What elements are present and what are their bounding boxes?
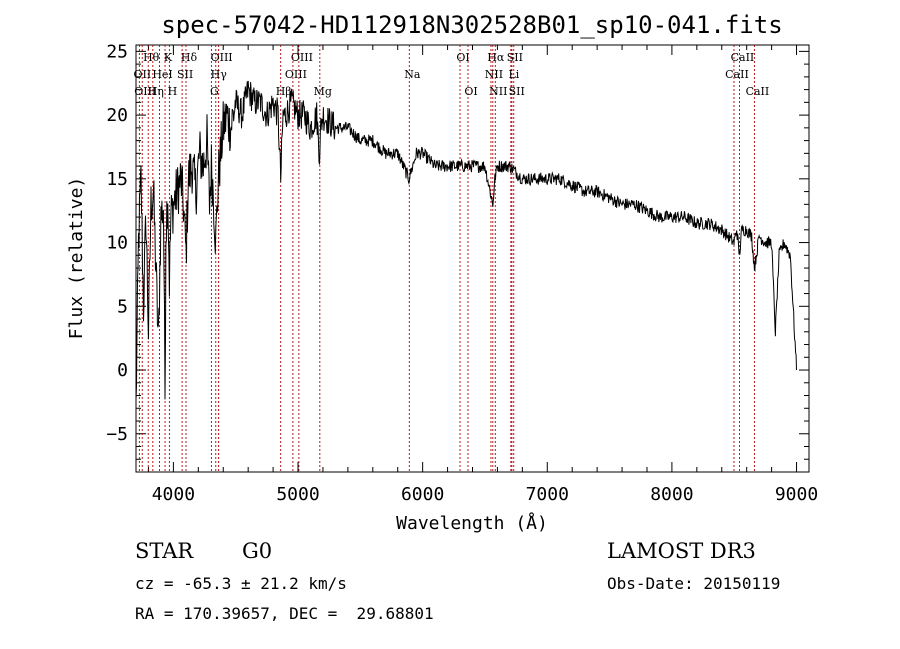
spectral-line-label: K — [164, 51, 173, 64]
spectral-line-label: Hγ — [211, 68, 228, 81]
spectral-line-label: OIII — [285, 68, 307, 81]
y-tick-label: 10 — [106, 233, 128, 254]
axis-ticks: 4000 5000 6000 7000 8000 9000 −5 0 5 10 15 20 25 — [106, 41, 818, 505]
y-axis-label: Flux (relative) — [66, 177, 87, 340]
x-tick-label: 7000 — [526, 484, 569, 505]
y-tick-label: 5 — [117, 296, 128, 317]
spectral-line-label: Mg — [314, 85, 332, 98]
spectral-line-label: OIII — [211, 51, 233, 64]
coordinates: RA = 170.39657, DEC = 29.68801 — [135, 604, 434, 623]
spectral-line-label: HeI — [152, 68, 172, 81]
spectral-line-label: OI — [456, 51, 469, 64]
spectral-line-label: H — [168, 85, 178, 98]
spectral-line-label: SII — [177, 68, 193, 81]
x-tick-label: 9000 — [775, 484, 818, 505]
y-tick-label: 15 — [106, 169, 128, 190]
spectral-line-label: CaII — [725, 68, 749, 81]
spectral-line-label: Hθ — [143, 51, 160, 64]
chart-title: spec-57042-HD112918N302528B01_sp10-041.f… — [161, 11, 782, 39]
x-tick-label: 6000 — [401, 484, 444, 505]
y-tick-label: 25 — [106, 41, 128, 62]
redshift-cz: cz = -65.3 ± 21.2 km/s — [135, 574, 347, 593]
x-tick-label: 4000 — [152, 484, 195, 505]
series-layer — [135, 80, 797, 400]
x-tick-label: 8000 — [650, 484, 693, 505]
spectral-line-label: SII — [509, 85, 525, 98]
y-tick-label: −5 — [106, 424, 128, 445]
y-tick-label: 0 — [117, 360, 128, 381]
spectral-line-label: Na — [404, 68, 421, 81]
spectral-line-label: OIII — [291, 51, 313, 64]
spectral-line-label: G — [210, 85, 219, 98]
y-tick-label: 20 — [106, 105, 128, 126]
x-tick-label: 5000 — [276, 484, 319, 505]
spectral-line-label: Hβ — [276, 85, 292, 98]
object-subclass: G0 — [242, 539, 273, 563]
x-axis-label: Wavelength (Å) — [396, 512, 548, 534]
spectral-line-label: NII — [485, 68, 503, 81]
spectral-line-label: OI — [464, 85, 477, 98]
spectral-line-label: CaII — [746, 85, 770, 98]
spectral-line-label: SII — [507, 51, 523, 64]
spectral-line-label: Hα — [487, 51, 505, 64]
spectral-line-label: Hη — [148, 85, 164, 98]
series-flux-line — [135, 80, 797, 400]
object-class: STAR — [135, 539, 194, 563]
survey-name: LAMOST DR3 — [607, 539, 756, 563]
spectral-line-label: CaII — [731, 51, 755, 64]
spectral-line-label: NII — [489, 85, 507, 98]
obs-date: Obs-Date: 20150119 — [607, 574, 781, 593]
spectral-line-label: OIII — [134, 85, 156, 98]
plot-frame — [135, 44, 810, 473]
spectral-line-label: Hδ — [181, 51, 198, 64]
